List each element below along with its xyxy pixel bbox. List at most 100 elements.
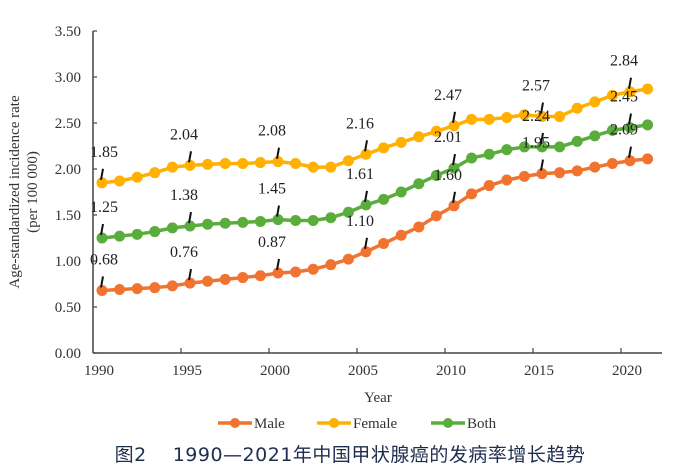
label-leader-line — [364, 190, 368, 203]
x-tick-label: 2000 — [260, 363, 290, 379]
y-tick-label: 1.00 — [55, 254, 81, 270]
data-point — [589, 161, 601, 173]
data-point — [483, 113, 495, 125]
data-label: 1.10 — [346, 213, 374, 230]
data-point — [642, 83, 654, 95]
data-label: 1.25 — [90, 199, 118, 216]
x-axis-ticks: 1990 1995 2000 2005 2010 2015 2020 — [84, 348, 642, 379]
data-point — [149, 167, 161, 179]
data-point — [606, 124, 618, 136]
axes — [92, 31, 662, 354]
label-leader-line — [276, 258, 280, 271]
data-point — [430, 169, 442, 181]
data-labels: 0.68 0.76 0.87 1.10 1.60 1.95 2.09 1.85 2.04 2.08… — [90, 53, 638, 288]
data-point — [536, 111, 548, 123]
series-line-male — [101, 157, 648, 293]
data-point — [307, 263, 319, 275]
label-leader-line — [452, 111, 456, 123]
data-point — [114, 284, 126, 296]
data-point — [114, 230, 126, 242]
data-point — [114, 175, 126, 187]
data-label: 2.84 — [610, 53, 638, 70]
data-point — [501, 111, 513, 123]
data-point — [448, 162, 460, 174]
data-point — [342, 155, 354, 167]
data-point — [219, 217, 231, 229]
data-point — [184, 277, 196, 289]
series-both — [96, 119, 654, 244]
data-point — [290, 215, 302, 227]
label-leader-line — [628, 77, 632, 89]
data-point — [166, 161, 178, 173]
label-leader-line — [364, 140, 368, 152]
data-point — [237, 157, 249, 169]
label-leader-line — [452, 191, 456, 203]
y-tick-label: 2.00 — [55, 162, 81, 178]
data-point — [219, 273, 231, 285]
data-point — [413, 131, 425, 143]
data-point — [131, 171, 143, 183]
data-point — [96, 284, 108, 296]
data-point — [360, 199, 372, 211]
legend-label: Female — [353, 416, 397, 432]
data-point — [589, 96, 601, 108]
data-label: 1.95 — [522, 135, 550, 152]
data-point — [518, 109, 530, 121]
legend-swatch-marker — [230, 418, 240, 428]
x-tick-label: 1990 — [84, 363, 114, 379]
data-point — [254, 157, 266, 169]
data-point — [96, 177, 108, 189]
data-point — [290, 266, 302, 278]
legend-swatch-marker — [329, 418, 339, 428]
data-label: 1.60 — [434, 167, 462, 184]
data-point — [166, 222, 178, 234]
data-point — [131, 228, 143, 240]
data-point — [342, 253, 354, 265]
data-point — [395, 229, 407, 241]
data-label: 2.24 — [522, 108, 550, 125]
data-label: 1.38 — [170, 187, 198, 204]
data-point — [606, 89, 618, 101]
data-point — [571, 102, 583, 114]
label-leader-line — [540, 159, 544, 171]
data-point — [360, 148, 372, 160]
label-leader-line — [628, 146, 632, 158]
y-tick-label: 3.50 — [55, 24, 81, 40]
y-tick-label: 3.00 — [55, 70, 81, 86]
data-label: 2.04 — [170, 126, 198, 143]
data-point — [536, 168, 548, 180]
label-leader-line — [100, 168, 104, 180]
data-point — [536, 141, 548, 153]
data-point — [642, 119, 654, 131]
data-point — [360, 246, 372, 258]
data-point — [131, 283, 143, 295]
legend-item-both: Both — [431, 416, 497, 432]
y-axis-unit: (per 100 000) — [25, 151, 41, 233]
y-axis-title: Age-standardized incidence rate — [7, 95, 23, 289]
data-point — [571, 135, 583, 147]
data-point — [378, 142, 390, 154]
legend-item-male: Male — [218, 416, 285, 432]
data-label: 2.08 — [258, 123, 286, 140]
data-point — [219, 157, 231, 169]
data-point — [606, 157, 618, 169]
legend-label: Male — [254, 416, 285, 432]
data-point — [430, 210, 442, 222]
data-point — [430, 125, 442, 137]
label-leader-line — [628, 113, 632, 125]
data-label: 2.01 — [434, 129, 462, 146]
data-label: 2.45 — [610, 89, 638, 106]
data-point — [448, 120, 460, 132]
data-label: 2.57 — [522, 78, 550, 95]
series-male — [96, 153, 654, 296]
y-tick-label: 1.50 — [55, 208, 81, 224]
label-leader-line — [540, 132, 544, 145]
data-label: 1.45 — [258, 181, 286, 198]
legend-swatch-marker — [443, 418, 453, 428]
x-tick-label: 1995 — [172, 363, 202, 379]
data-point — [325, 259, 337, 271]
label-leader-line — [100, 276, 104, 288]
y-tick-label: 0.50 — [55, 300, 81, 316]
data-point — [272, 214, 284, 226]
